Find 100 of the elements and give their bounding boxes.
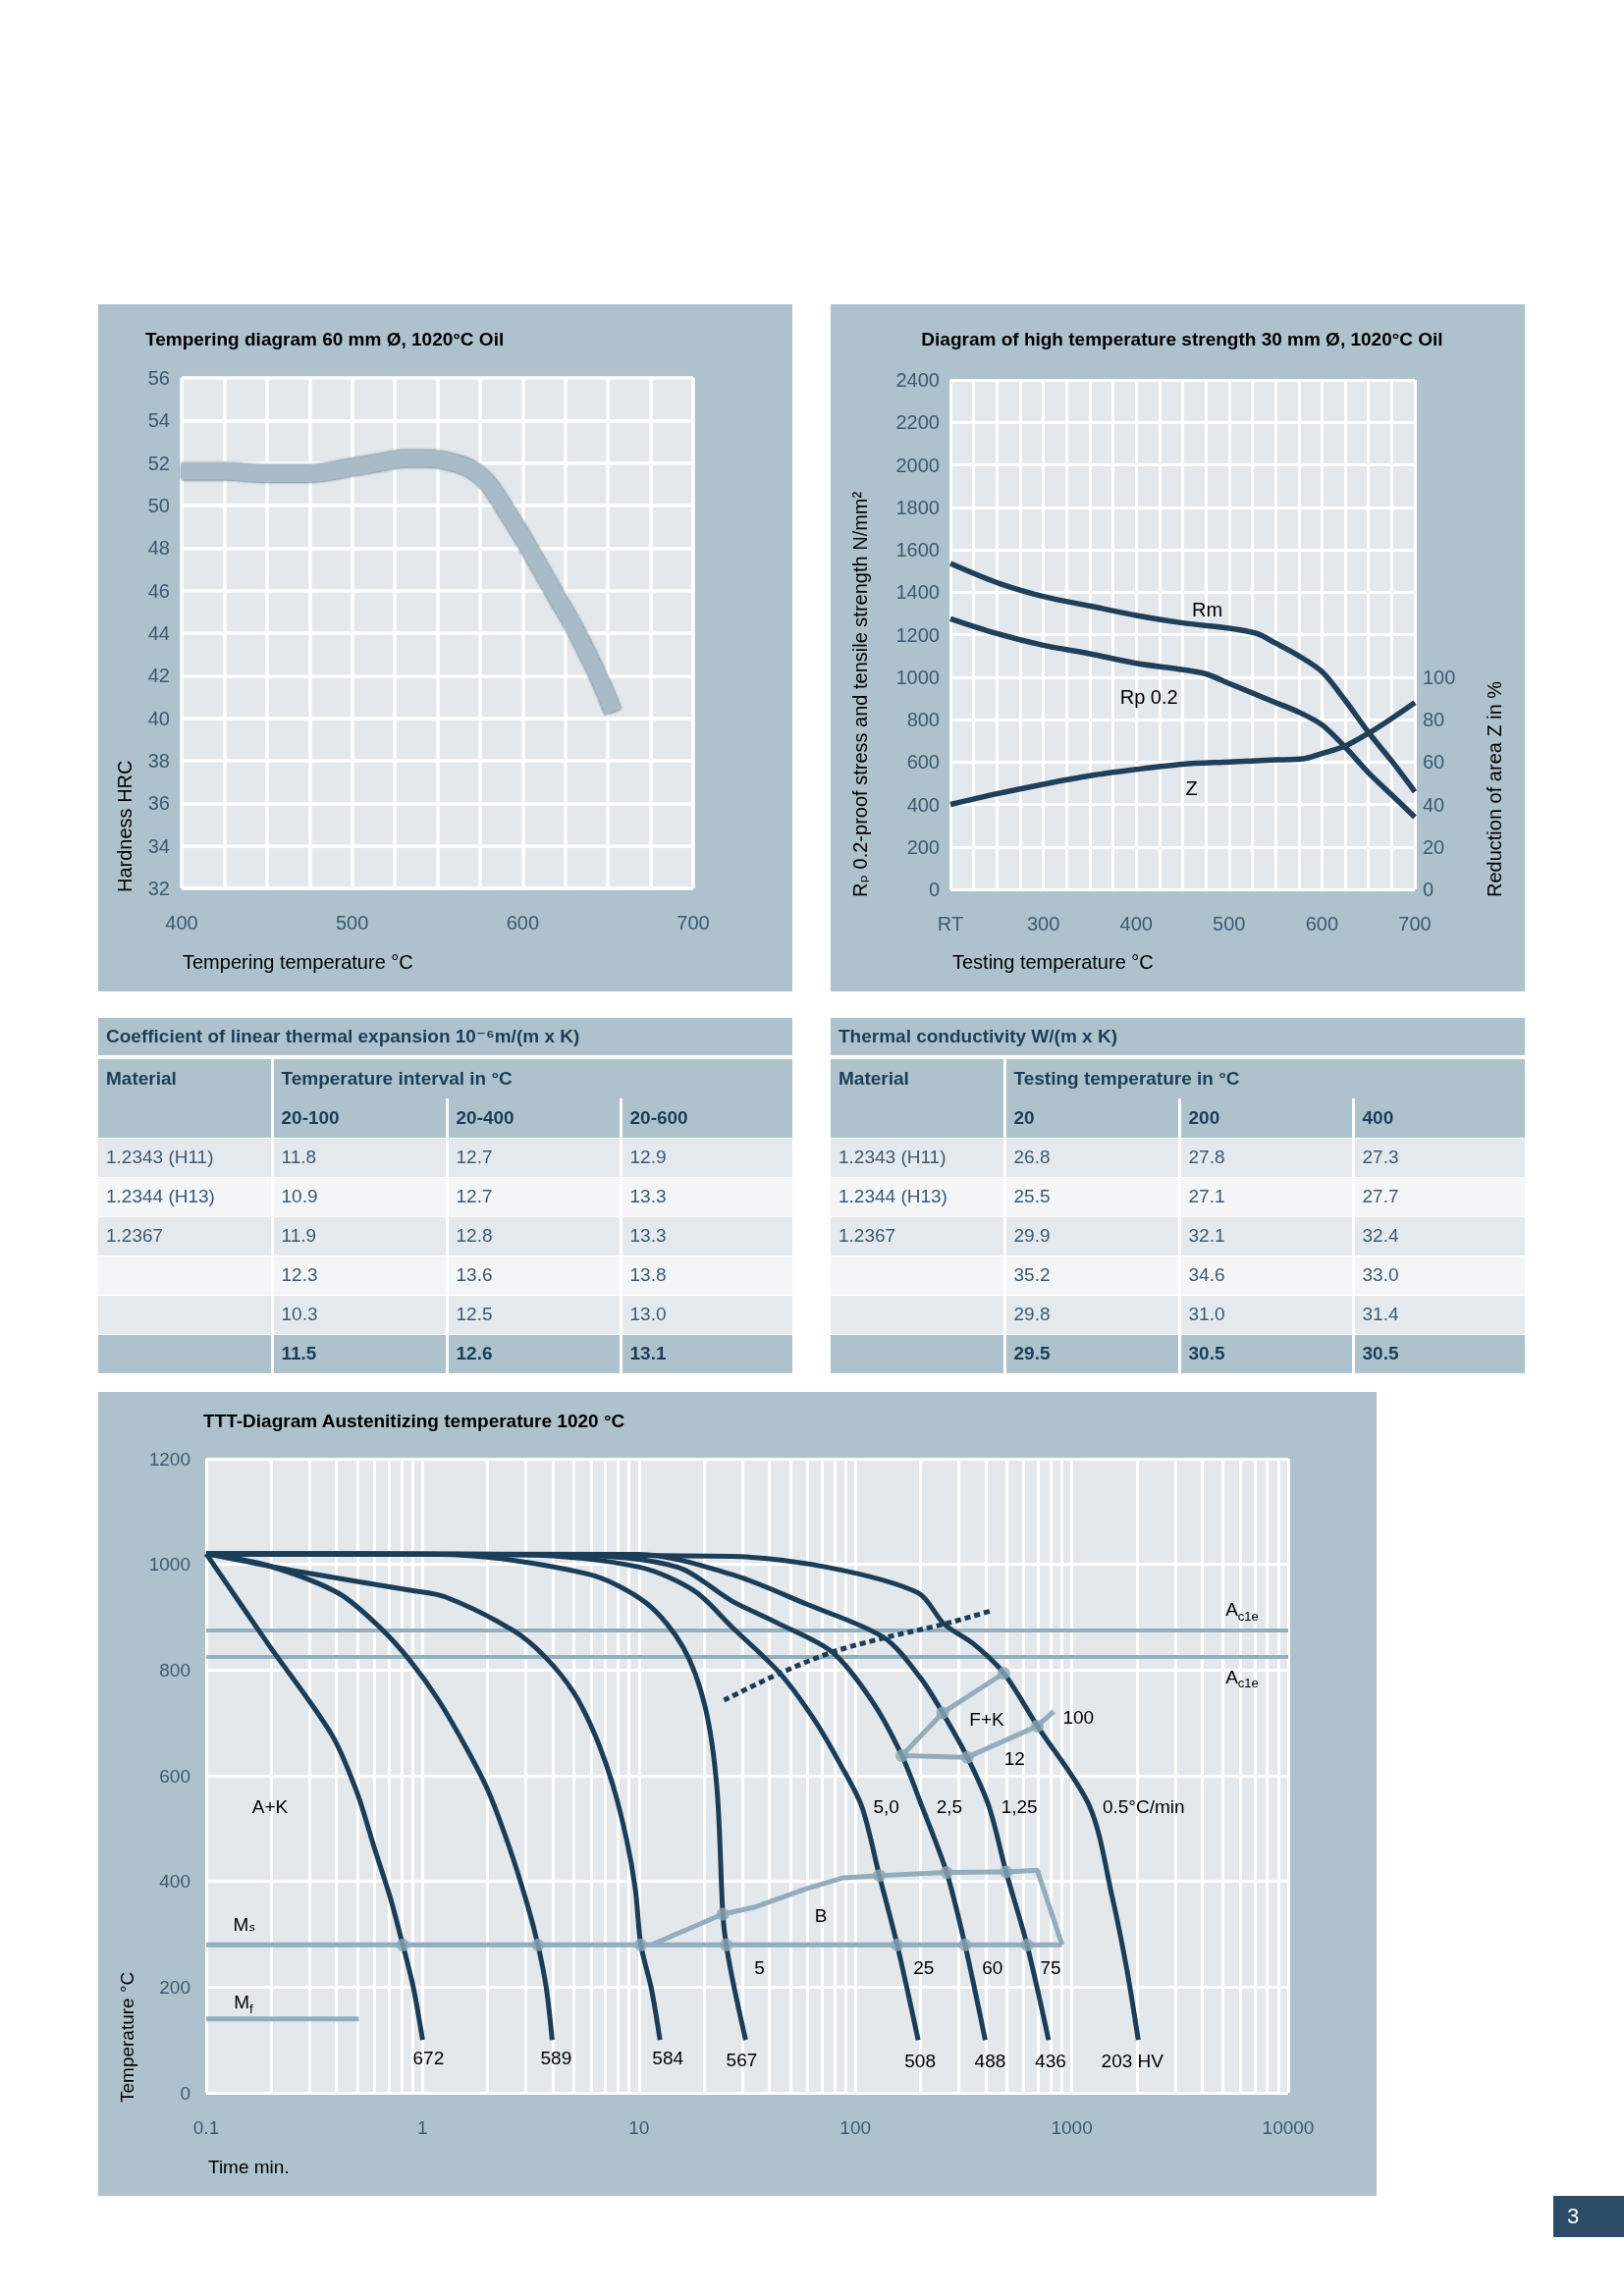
y-tick-label: 200 [906,835,940,858]
annotation: 25 [913,1956,935,1978]
x-tick-label: 10 [628,2117,650,2138]
text: 26.8 [1013,1147,1051,1167]
y-tick-label: 38 [147,750,170,772]
category-label: 1.2367 [106,1225,164,1246]
x-tick-label: 700 [677,912,710,934]
text: 13.3 [629,1186,667,1206]
series-label: Rp 0.2 [1119,685,1178,708]
text: 32.1 [1188,1225,1225,1246]
annotation: 567 [726,2049,758,2070]
text: 12.3 [281,1264,318,1285]
category-label: 1.2367 [839,1225,896,1246]
category-label: 1.2344 (H13) [839,1186,947,1206]
x-tick-label: 10000 [1262,2117,1315,2138]
x-tick-label: RT [937,913,964,934]
text: 32.4 [1362,1225,1399,1246]
annotation: 5,0 [873,1795,899,1817]
annotation: 203 HV [1101,2050,1164,2071]
x-axis-title: Time min. [208,2156,290,2177]
text: 11.8 [281,1147,317,1167]
y-tick-label: 44 [147,622,170,644]
annotation: 2,5 [936,1795,963,1817]
text: 11.5 [281,1343,317,1364]
y-tick-label: 1000 [895,666,940,688]
category-label: 20 [1004,1098,1179,1138]
category-label: 1.2343 (H11) [839,1147,947,1167]
category-label: 1.2344 (H13) [106,1186,215,1206]
text: 27.8 [1188,1147,1225,1167]
y2-axis-title: Reduction of area Z in % [1484,680,1505,897]
text: 12.7 [456,1147,493,1167]
text: 11.9 [281,1225,317,1246]
x-tick-label: 0.1 [192,2117,220,2138]
text: 31.4 [1362,1304,1399,1324]
y-tick-label: 54 [147,409,170,432]
y-tick-label: 400 [906,793,940,816]
annotation: 589 [540,2047,572,2068]
text: 12.9 [629,1147,667,1167]
text: 29.5 [1013,1343,1051,1364]
y-tick-label: 40 [147,707,170,729]
x-tick-label: 600 [506,912,540,934]
y-tick-label: 200 [159,1976,190,1998]
category-label: 20-400 [447,1098,621,1138]
x-tick-label: 100 [839,2117,872,2138]
text: 34.6 [1188,1264,1225,1285]
text: 27.1 [1188,1186,1225,1206]
category-label: 20-600 [621,1098,793,1138]
chart-title: Tempering diagram 60 mm Ø, 1020°C Oil [145,328,505,349]
y-tick-label: 34 [147,834,170,857]
text: 33.0 [1362,1264,1399,1285]
annotation: 508 [904,2050,936,2071]
x-tick-label: 500 [335,912,369,934]
x-axis-title: Testing temperature °C [952,951,1154,973]
x-tick-label: 300 [1026,913,1060,934]
y-tick-label: 52 [147,452,170,474]
annotation: Mₛ [233,1913,256,1935]
y2-tick-label: 80 [1423,709,1445,730]
text: 35.2 [1013,1264,1051,1285]
y-tick-label: 1000 [148,1554,190,1575]
annotation: 75 [1040,1956,1061,1978]
category-label: 1.2343 (H11) [106,1147,214,1167]
text: 25.5 [1013,1186,1051,1206]
text: Testing temperature in °C [1004,1059,1526,1098]
text: 31.0 [1188,1304,1225,1324]
y2-tick-label: 0 [1423,879,1435,900]
annotation: 0.5°C/min [1102,1795,1185,1817]
y2-tick-label: 20 [1423,835,1445,858]
y-tick-label: 32 [147,878,170,899]
chart-title: Diagram of high temperature strength 30 mm Ø, 1020°C Oil [921,328,1443,349]
text: 12.5 [456,1304,493,1324]
text: 13.3 [629,1225,667,1246]
annotation: 436 [1035,2050,1066,2071]
text: 13.1 [629,1343,667,1364]
text: 12.7 [456,1186,493,1206]
text: 29.8 [1013,1304,1051,1324]
y-tick-label: 800 [159,1659,190,1681]
text: 30.5 [1188,1343,1225,1364]
y-tick-label: 50 [147,495,170,516]
text: Temperature interval in °C [272,1059,793,1098]
x-tick-label: 400 [1119,913,1153,934]
chart-title: TTT-Diagram Austenitizing temperature 1020 °C [203,1410,625,1431]
text: 10.9 [281,1186,318,1206]
annotation: 584 [652,2047,684,2068]
text: Material [831,1059,1004,1138]
text: Thermal conductivity W/(m x K) [831,1018,1525,1055]
y-tick-label: 1600 [895,539,940,561]
text: 30.5 [1362,1343,1399,1364]
y-tick-label: 1800 [895,496,940,518]
annotation: B [814,1904,828,1926]
text: 13.6 [456,1264,493,1285]
category-label: 400 [1353,1098,1526,1138]
y-tick-label: 46 [147,579,170,602]
text: 27.3 [1362,1147,1399,1167]
x-tick-label: 1000 [1051,2117,1093,2138]
y-tick-label: 2400 [895,369,940,391]
y2-tick-label: 100 [1423,666,1456,688]
annotation: 488 [974,2050,1006,2071]
text: 13.0 [629,1304,667,1324]
text: 12.6 [456,1343,493,1364]
y-tick-label: 0 [928,879,940,900]
